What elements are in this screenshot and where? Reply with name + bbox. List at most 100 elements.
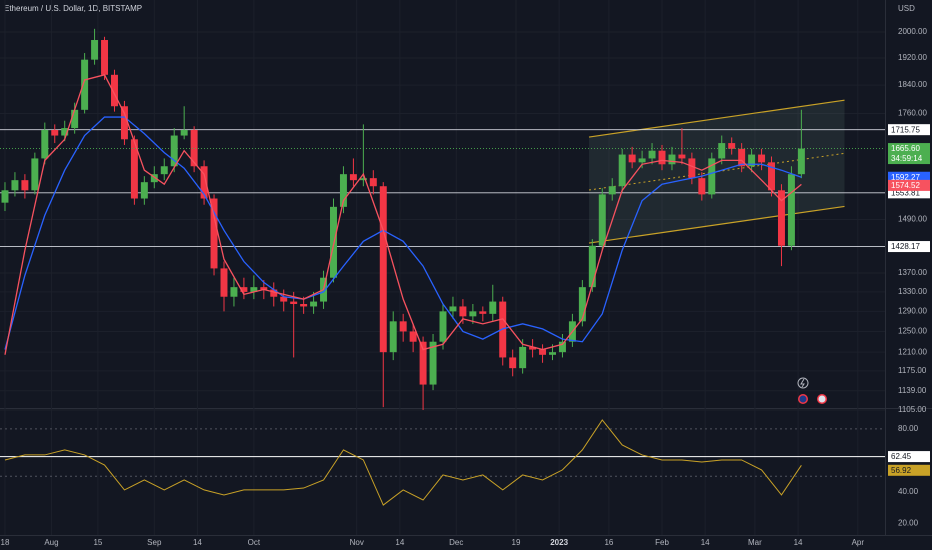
candle-body — [509, 357, 517, 369]
channel-upper — [588, 99, 845, 138]
x-tick-label: 14 — [193, 538, 202, 547]
candle-body — [230, 287, 238, 297]
candle-body — [668, 154, 676, 165]
candle-body — [270, 289, 278, 297]
y-tick-label: 2000.00 — [898, 27, 927, 36]
x-tick-label: 19 — [512, 538, 521, 547]
candle-body — [678, 154, 686, 159]
candle-body — [787, 174, 795, 246]
event-icon-inner — [818, 395, 826, 403]
x-tick-label: Nov — [350, 538, 364, 547]
candle-body — [708, 158, 716, 195]
candle-body — [389, 321, 397, 353]
candle-body — [240, 287, 248, 292]
candle-body — [648, 150, 656, 159]
y-tick-label: 1105.00 — [898, 405, 927, 414]
candle-body — [777, 190, 785, 246]
candle-body — [748, 154, 756, 167]
candle-body — [439, 311, 447, 342]
candle-body — [459, 306, 467, 317]
y-tick-label: 20.00 — [898, 519, 919, 528]
channel-lower — [588, 205, 845, 244]
y-tick-label: 1210.00 — [898, 347, 927, 356]
y-tick-label: 1330.00 — [898, 287, 927, 296]
candle-body — [180, 129, 188, 136]
x-tick-label: Oct — [248, 538, 261, 547]
candle-body — [101, 40, 109, 75]
candle-body — [110, 74, 118, 107]
candle-body — [608, 186, 616, 195]
candle-body — [290, 301, 298, 305]
candle-body — [170, 135, 178, 167]
candle-body — [618, 154, 626, 187]
x-tick-label: 14 — [794, 538, 803, 547]
candle-body — [598, 194, 606, 246]
candle-body — [280, 296, 288, 302]
candle-body — [728, 143, 736, 149]
candle-body — [310, 301, 318, 307]
candle-body — [339, 174, 347, 207]
candle-body — [140, 182, 148, 199]
candle-body — [558, 341, 566, 353]
price-tag — [888, 451, 930, 463]
price-tag-label: 1592.27 — [891, 173, 920, 182]
candle-body — [479, 311, 487, 314]
price-tag-label: 1553.81 — [891, 188, 920, 197]
y-tick-label: 1370.00 — [898, 268, 927, 277]
y-tick-label: 1920.00 — [898, 53, 927, 62]
x-tick-label: 14 — [701, 538, 710, 547]
candle-body — [578, 287, 586, 322]
candle-body — [658, 150, 666, 165]
candle-body — [588, 245, 596, 288]
candle-body — [369, 178, 377, 187]
x-tick-label: Aug — [44, 538, 58, 547]
candle-body — [698, 178, 706, 195]
event-icons[interactable] — [797, 377, 827, 404]
y-tick-label: 1490.00 — [898, 215, 927, 224]
candle-body — [160, 166, 168, 175]
candle-body — [1, 190, 9, 203]
x-tick-label: 14 — [395, 538, 404, 547]
candle-body — [11, 180, 19, 191]
moving-average — [4, 116, 802, 350]
candle-body — [51, 129, 59, 136]
candle-body — [250, 287, 258, 292]
candle-body — [429, 341, 437, 385]
candle-body — [469, 311, 477, 317]
y-tick-label: 40.00 — [898, 487, 919, 496]
price-tag — [888, 171, 930, 183]
candle-body — [419, 341, 427, 385]
last-price-label: 1665.60 — [891, 144, 920, 153]
candle-body — [91, 40, 99, 60]
candle-body — [349, 174, 357, 181]
candle-body — [300, 304, 308, 307]
candle-body — [539, 349, 547, 355]
candle-body — [449, 306, 457, 312]
candle-body — [718, 143, 726, 159]
price-tag — [888, 464, 930, 476]
candle-body — [549, 352, 556, 355]
event-icon-inner — [799, 395, 807, 403]
candle-body — [190, 129, 198, 167]
x-tick-label: 16 — [604, 538, 613, 547]
candle-body — [260, 287, 268, 290]
candle-body — [359, 178, 367, 181]
candle-body — [81, 59, 89, 110]
price-tag — [888, 179, 930, 191]
x-tick-label: 15 — [93, 538, 102, 547]
x-tick-label: Sep — [147, 538, 162, 547]
candle-body — [379, 186, 387, 353]
y-tick-label: 80.00 — [898, 424, 919, 433]
price-tag-label: 1715.75 — [891, 125, 920, 134]
candle-body — [71, 109, 79, 129]
x-tick-label: Mar — [748, 538, 762, 547]
y-tick-label: 1840.00 — [898, 80, 927, 89]
y-tick-label: 1760.00 — [898, 109, 927, 118]
event-icon[interactable] — [797, 377, 809, 389]
price-tag-label: 62.45 — [891, 452, 912, 461]
candle-body — [61, 128, 69, 136]
x-tick-label: 2023 — [550, 538, 568, 547]
candle-body — [130, 139, 138, 199]
candle-body — [200, 166, 208, 199]
